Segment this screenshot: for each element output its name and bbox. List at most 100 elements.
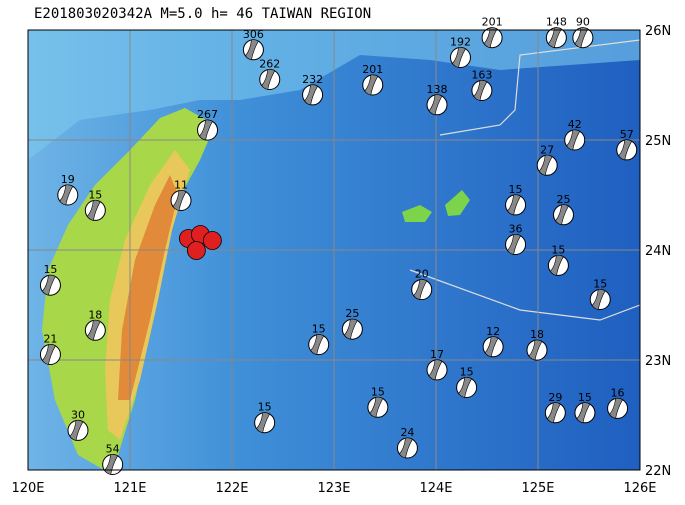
main-event-ball	[202, 231, 222, 250]
depth-label: 12	[486, 325, 500, 338]
depth-label: 25	[345, 307, 359, 320]
beachball	[616, 139, 638, 161]
main-event-ball	[186, 241, 206, 260]
ball-lobe	[304, 84, 318, 106]
beachball	[84, 199, 106, 221]
island	[445, 190, 470, 216]
depth-label: 15	[460, 366, 474, 379]
ball-lobe	[452, 47, 466, 68]
ball-lobe	[86, 319, 101, 341]
ball-lobe	[364, 74, 379, 96]
depth-label: 15	[371, 385, 385, 398]
depth-label: 18	[530, 328, 544, 341]
beachball	[572, 27, 594, 49]
depth-label: 15	[578, 391, 592, 404]
beachball	[564, 129, 586, 151]
depth-label: 15	[88, 188, 102, 201]
depth-label: 30	[71, 408, 85, 421]
beachball	[67, 419, 89, 441]
boundary-line	[409, 269, 641, 321]
ball-lobe	[86, 199, 101, 221]
beachball	[341, 318, 363, 340]
beachball	[302, 84, 324, 106]
beachball	[102, 454, 124, 475]
ball-lobe	[546, 402, 561, 424]
ball-lobe	[413, 279, 428, 300]
ball-lobe	[42, 274, 56, 296]
beachball	[396, 437, 418, 459]
ball-lobe	[69, 419, 84, 441]
ball-lobe	[576, 402, 591, 424]
ball-lobe	[609, 397, 623, 419]
depth-label: 15	[593, 278, 607, 291]
ball-lobe	[591, 289, 606, 310]
beachball	[84, 319, 106, 341]
beachball	[39, 344, 61, 365]
lat-tick-label: 26N	[645, 24, 671, 39]
beachball	[505, 234, 527, 255]
ball-lobe	[42, 344, 56, 365]
ball-lobe	[369, 396, 384, 418]
depth-label: 262	[259, 58, 280, 71]
beachball	[482, 336, 504, 358]
depth-label: 201	[482, 16, 503, 29]
ball-lobe	[59, 184, 74, 206]
beachball	[242, 39, 264, 61]
depth-label: 24	[400, 426, 414, 439]
depth-label: 19	[61, 173, 75, 186]
lon-tick-label: 120E	[11, 481, 44, 496]
ball-lobe	[261, 69, 276, 90]
beachball	[254, 412, 276, 434]
depth-label: 16	[611, 386, 625, 399]
depth-label: 148	[546, 16, 567, 29]
ball-lobe	[399, 437, 413, 459]
depth-label: 21	[43, 333, 57, 346]
lon-tick-label: 125E	[521, 481, 554, 496]
ball-lobe	[473, 80, 488, 101]
lon-tick-label: 126E	[623, 481, 656, 496]
beachball	[362, 74, 384, 96]
depth-label: 90	[576, 16, 590, 29]
ball-lobe	[458, 377, 473, 398]
depth-label: 306	[243, 28, 264, 41]
ball-lobe	[172, 190, 187, 211]
ball-lobe	[618, 139, 633, 161]
beachball	[456, 377, 478, 398]
beachball	[536, 154, 558, 176]
beachball	[170, 190, 192, 211]
depth-label: 27	[540, 143, 554, 156]
lat-tick-label: 25N	[645, 134, 671, 149]
depth-label: 57	[620, 128, 634, 141]
lon-tick-label: 121E	[113, 481, 146, 496]
ball-lobe	[528, 339, 543, 361]
beachball	[505, 194, 527, 216]
ball-lobe	[343, 318, 358, 340]
depth-label: 201	[362, 63, 383, 76]
ball-lobe	[245, 39, 259, 61]
ball-lobe	[566, 129, 581, 151]
depth-label: 36	[509, 223, 523, 236]
ball-lobe	[483, 27, 498, 49]
beachball	[574, 402, 596, 424]
lon-tick-label: 122E	[215, 481, 248, 496]
island	[402, 205, 432, 222]
depth-label: 232	[302, 73, 323, 86]
beachball	[545, 27, 567, 49]
ball-lobe	[547, 27, 562, 49]
depth-label: 18	[88, 308, 102, 321]
beachball	[57, 184, 79, 206]
depth-label: 15	[509, 183, 523, 196]
beachball	[607, 397, 629, 419]
depth-label: 54	[106, 443, 120, 456]
lat-tick-label: 24N	[645, 244, 671, 259]
ball-lobe	[104, 454, 119, 475]
depth-label: 15	[551, 243, 565, 256]
beachball	[526, 339, 548, 361]
beachball	[544, 402, 566, 424]
ball-lobe	[310, 334, 325, 355]
depth-label: 25	[557, 193, 571, 206]
beachball	[259, 69, 281, 90]
ball-lobe	[538, 154, 553, 176]
depth-label: 15	[43, 263, 57, 276]
beachball	[481, 27, 503, 49]
